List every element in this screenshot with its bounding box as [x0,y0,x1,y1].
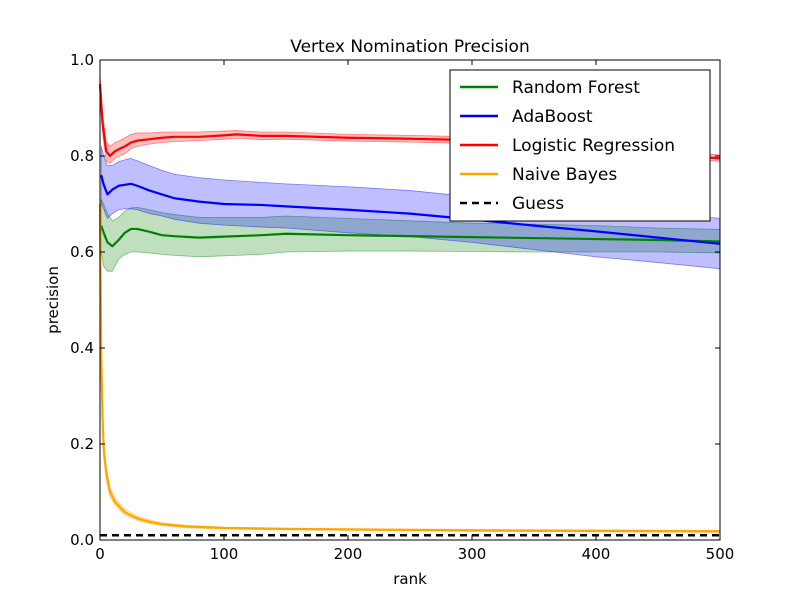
x-tick-label: 400 [582,545,611,563]
chart-title: Vertex Nomination Precision [290,37,529,57]
x-tick-label: 0 [95,545,105,563]
legend-label-logistic-regression: Logistic Regression [512,136,675,156]
x-tick-label: 300 [458,545,487,563]
axis-ticks: 0 100 200 300 400 500 0.0 0.2 0.4 0.6 0.8 1.0 [70,51,734,563]
legend-label-guess: Guess [512,194,564,214]
y-tick-label: 0.8 [70,147,94,165]
y-tick-label: 0.6 [70,243,94,261]
plot-frame [99,59,721,541]
x-tick-label: 500 [706,545,735,563]
y-tick-label: 0.0 [70,531,94,549]
y-tick-label: 0.2 [70,435,94,453]
y-tick-label: 1.0 [70,51,94,69]
adaboost-line [100,174,721,245]
x-tick-label: 200 [334,545,363,563]
y-axis-label: precision [44,266,62,334]
x-tick-label: 100 [210,545,239,563]
y-tick-label: 0.4 [70,339,94,357]
random-forest-line [100,225,721,248]
legend: Random Forest AdaBoost Logistic Regression… [449,69,711,222]
legend-label-adaboost: AdaBoost [512,107,593,127]
legend-label-random-forest: Random Forest [512,78,640,98]
legend-label-naive-bayes: Naive Bayes [512,165,617,185]
x-axis-label: rank [393,570,427,588]
naive-bayes-line [98,203,721,533]
